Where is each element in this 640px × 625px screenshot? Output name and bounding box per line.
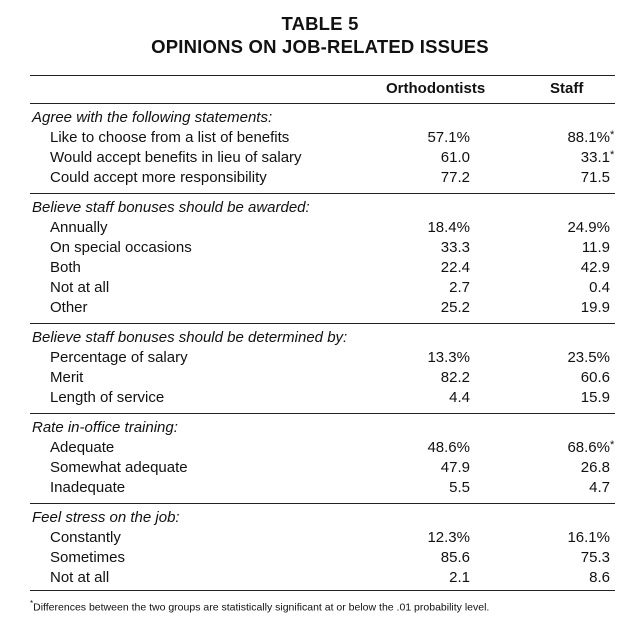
table-row: Sometimes 85.6 75.3 bbox=[30, 548, 615, 568]
table-row: Inadequate 5.5 4.7 bbox=[30, 478, 615, 498]
staff-value: 33.1 bbox=[580, 149, 610, 166]
orthodontists-value: 25.2 bbox=[440, 299, 470, 316]
orthodontists-value: 61.0 bbox=[440, 149, 470, 166]
row-label: Length of service bbox=[50, 389, 165, 406]
section-divider bbox=[30, 318, 615, 328]
table-number: TABLE 5 bbox=[281, 13, 359, 34]
orthodontists-value: 47.9 bbox=[440, 459, 470, 476]
orthodontists-value: 85.6 bbox=[440, 549, 470, 566]
table-row: Other 25.2 19.9 bbox=[30, 298, 615, 318]
row-label: Constantly bbox=[50, 529, 121, 546]
section-heading: Agree with the following statements: bbox=[32, 109, 273, 126]
section-heading-row: Believe staff bonuses should be awarded: bbox=[30, 198, 615, 218]
staff-value: 24.9% bbox=[567, 219, 610, 236]
orthodontists-value: 2.1 bbox=[449, 569, 470, 586]
table-row: Could accept more responsibility 77.2 71.5 bbox=[30, 168, 615, 188]
top-rule bbox=[30, 75, 615, 76]
table-row: Percentage of salary 13.3% 23.5% bbox=[30, 348, 615, 368]
bottom-rule bbox=[30, 590, 615, 591]
column-header-orthodontists: Orthodontists bbox=[386, 80, 486, 97]
row-label: Annually bbox=[50, 219, 108, 236]
row-label: Percentage of salary bbox=[50, 349, 188, 366]
section-heading: Believe staff bonuses should be awarded: bbox=[32, 199, 310, 216]
row-label: Merit bbox=[50, 369, 84, 386]
column-header-staff: Staff bbox=[550, 80, 584, 97]
orthodontists-value: 13.3% bbox=[427, 349, 470, 366]
staff-value: 4.7 bbox=[589, 479, 610, 496]
staff-value: 23.5% bbox=[567, 349, 610, 366]
table-row: On special occasions 33.3 11.9 bbox=[30, 238, 615, 258]
orthodontists-value: 57.1% bbox=[427, 129, 470, 146]
section-heading-row: Agree with the following statements: bbox=[30, 108, 615, 128]
table-row: Somewhat adequate 47.9 26.8 bbox=[30, 458, 615, 478]
footnote: *Differences between the two groups are … bbox=[30, 597, 489, 615]
row-label: Not at all bbox=[50, 279, 110, 296]
row-label: Adequate bbox=[50, 439, 115, 456]
section-heading: Rate in-office training: bbox=[32, 419, 178, 436]
orthodontists-value: 18.4% bbox=[427, 219, 470, 236]
section-divider bbox=[30, 408, 615, 418]
table-row: Not at all 2.7 0.4 bbox=[30, 278, 615, 298]
staff-value: 8.6 bbox=[589, 569, 610, 586]
staff-value: 0.4 bbox=[589, 279, 610, 296]
table-row: Would accept benefits in lieu of salary 6… bbox=[30, 148, 615, 168]
significance-marker: * bbox=[610, 129, 615, 141]
staff-value: 16.1% bbox=[567, 529, 610, 546]
row-label: Inadequate bbox=[50, 479, 126, 496]
section-heading: Believe staff bonuses should be determin… bbox=[32, 329, 348, 346]
row-label: Both bbox=[50, 259, 81, 276]
orthodontists-value: 22.4 bbox=[440, 259, 470, 276]
section-heading-row: Feel stress on the job: bbox=[30, 508, 615, 528]
significance-marker: * bbox=[610, 149, 615, 161]
orthodontists-value: 82.2 bbox=[440, 369, 470, 386]
table-row: Annually 18.4% 24.9% bbox=[30, 218, 615, 238]
table-row: Not at all 2.1 8.6 bbox=[30, 568, 615, 588]
orthodontists-value: 2.7 bbox=[449, 279, 470, 296]
staff-value: 68.6% bbox=[567, 439, 610, 456]
row-label: Not at all bbox=[50, 569, 110, 586]
table-row: Constantly 12.3% 16.1% bbox=[30, 528, 615, 548]
section-divider bbox=[30, 188, 615, 198]
orthodontists-value: 12.3% bbox=[427, 529, 470, 546]
row-label: Other bbox=[50, 299, 88, 316]
table-row: Adequate 48.6% 68.6% * bbox=[30, 438, 615, 458]
staff-value: 19.9 bbox=[580, 299, 610, 316]
orthodontists-value: 5.5 bbox=[449, 479, 470, 496]
orthodontists-value: 33.3 bbox=[440, 239, 470, 256]
orthodontists-value: 77.2 bbox=[440, 169, 470, 186]
section-heading-row: Believe staff bonuses should be determin… bbox=[30, 328, 615, 348]
orthodontists-value: 4.4 bbox=[449, 389, 470, 406]
row-label: Sometimes bbox=[50, 549, 126, 566]
row-label: Could accept more responsibility bbox=[50, 169, 267, 186]
table-title: OPINIONS ON JOB-RELATED ISSUES bbox=[151, 36, 489, 57]
header-rule bbox=[30, 103, 615, 104]
table-row: Length of service 4.4 15.9 bbox=[30, 388, 615, 408]
table-body: Agree with the following statements: Like… bbox=[30, 108, 615, 588]
staff-value: 15.9 bbox=[580, 389, 610, 406]
staff-value: 60.6 bbox=[580, 369, 610, 386]
row-label: Like to choose from a list of benefits bbox=[50, 129, 290, 146]
row-label: Somewhat adequate bbox=[50, 459, 188, 476]
staff-value: 26.8 bbox=[580, 459, 610, 476]
section-heading-row: Rate in-office training: bbox=[30, 418, 615, 438]
staff-value: 88.1% bbox=[567, 129, 610, 146]
section-heading: Feel stress on the job: bbox=[32, 509, 180, 526]
section-divider bbox=[30, 498, 615, 508]
table-row: Merit 82.2 60.6 bbox=[30, 368, 615, 388]
row-label: On special occasions bbox=[50, 239, 192, 256]
footnote-text: Differences between the two groups are s… bbox=[33, 601, 490, 614]
staff-value: 42.9 bbox=[580, 259, 610, 276]
staff-value: 75.3 bbox=[580, 549, 610, 566]
orthodontists-value: 48.6% bbox=[427, 439, 470, 456]
table-row: Like to choose from a list of benefits 57… bbox=[30, 128, 615, 148]
staff-value: 71.5 bbox=[580, 169, 610, 186]
footnote-marker: * bbox=[30, 599, 34, 608]
significance-marker: * bbox=[610, 439, 615, 451]
row-label: Would accept benefits in lieu of salary bbox=[50, 149, 302, 166]
staff-value: 11.9 bbox=[581, 239, 610, 256]
table-row: Both 22.4 42.9 bbox=[30, 258, 615, 278]
